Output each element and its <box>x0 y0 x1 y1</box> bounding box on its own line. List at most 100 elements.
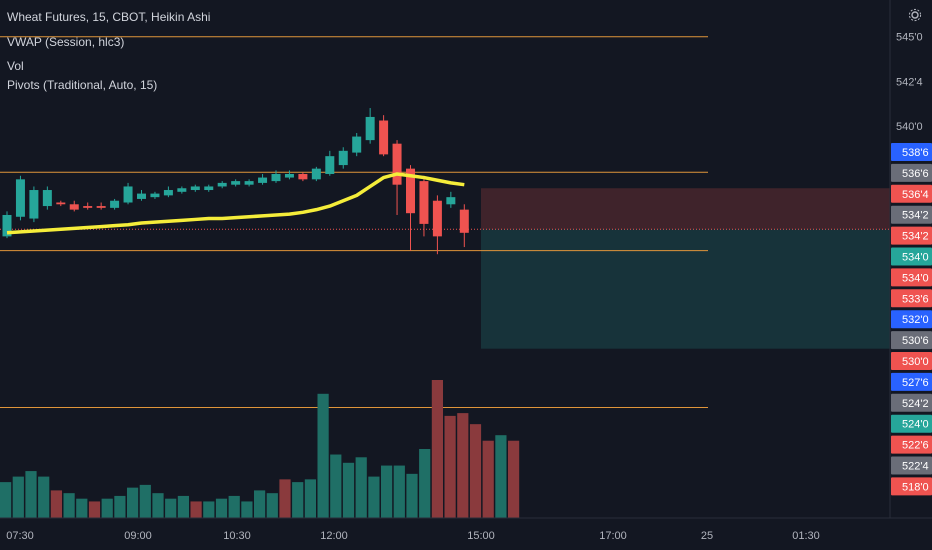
price-label-badge <box>891 352 932 370</box>
candle-body <box>96 206 106 208</box>
price-label-text: 536'6 <box>902 168 929 180</box>
vwap-legend[interactable]: VWAP (Session, hlc3) <box>7 35 125 49</box>
volume-bar <box>241 501 253 518</box>
candle-body <box>42 190 52 207</box>
price-label-badge <box>891 184 932 203</box>
candle-body <box>15 179 25 217</box>
price-label-text: 536'4 <box>902 189 929 201</box>
candle-body <box>56 202 66 205</box>
candle-body <box>69 204 79 210</box>
volume-bar <box>342 462 355 518</box>
time-tick-label: 10:30 <box>223 530 251 542</box>
price-label-badge <box>891 393 932 412</box>
price-label-badge <box>891 143 932 161</box>
price-label-badge <box>891 435 932 454</box>
profit-target-zone <box>481 229 890 349</box>
price-label-text: 533'6 <box>902 293 929 305</box>
price-label-text: 527'6 <box>902 377 929 389</box>
volume-bar <box>368 476 380 518</box>
price-label-badge <box>891 289 932 308</box>
price-label-badge <box>891 163 932 182</box>
price-label-text: 534'0 <box>902 252 929 264</box>
volume-bar <box>50 490 62 518</box>
candle-body <box>459 209 469 233</box>
time-tick-label: 09:00 <box>124 530 152 542</box>
candle-body <box>352 136 362 153</box>
price-label-text: 522'4 <box>902 461 929 473</box>
candle-body <box>217 182 227 187</box>
price-label-badge <box>891 414 932 433</box>
volume-bar <box>63 493 75 518</box>
candle-body <box>311 168 321 180</box>
candle-body <box>231 181 241 185</box>
volume-bar <box>0 482 12 518</box>
price-label-badge <box>891 372 932 391</box>
price-label-text: 518'0 <box>902 481 929 493</box>
volume-bar <box>88 501 101 518</box>
settings-gear-icon[interactable] <box>904 4 926 26</box>
stop-loss-zone <box>481 188 890 230</box>
candle-body <box>271 173 281 182</box>
price-label-badge <box>891 456 932 475</box>
volume-bar <box>203 501 215 518</box>
candle-body <box>190 186 200 191</box>
volume-bar <box>114 495 126 518</box>
price-label-text: 524'0 <box>902 419 929 431</box>
candle-body <box>29 190 39 219</box>
candle-body <box>406 168 415 214</box>
volume-legend[interactable]: Vol <box>7 59 24 73</box>
time-tick-label: 15:00 <box>467 530 495 542</box>
volume-bar <box>25 471 37 518</box>
volume-bar <box>228 495 240 518</box>
volume-bar <box>139 484 151 518</box>
candle-body <box>392 143 402 185</box>
candle-body <box>284 173 294 178</box>
candle-body <box>163 190 173 196</box>
price-label-text: 538'6 <box>902 147 929 159</box>
volume-bar <box>393 465 405 518</box>
time-tick-label: 01:30 <box>792 530 820 542</box>
price-label-badge <box>891 226 932 245</box>
volume-bar <box>12 476 24 518</box>
volume-bar <box>266 493 278 518</box>
price-tick-label: 540'0 <box>896 121 923 133</box>
price-label-badge <box>891 268 932 287</box>
volume-bar <box>177 495 189 518</box>
price-tick-label: 542'4 <box>896 76 923 88</box>
candle-body <box>432 200 442 237</box>
volume-bar <box>215 498 228 518</box>
volume-bar <box>190 501 202 518</box>
volume-bar <box>304 479 316 518</box>
candle-body <box>298 173 308 180</box>
time-scale <box>0 518 932 550</box>
volume-bar <box>457 413 469 518</box>
volume-bar <box>127 487 139 518</box>
candle-body <box>204 186 214 191</box>
volume-bar <box>469 424 482 518</box>
price-label-text: 524'2 <box>902 398 929 410</box>
candle-body <box>419 181 429 224</box>
volume-bar <box>38 476 50 518</box>
volume-bar <box>508 440 520 518</box>
volume-bar <box>355 457 367 518</box>
volume-bar <box>101 498 113 518</box>
candle-body <box>110 200 120 208</box>
candle-body <box>338 150 348 166</box>
price-label-text: 522'6 <box>902 440 929 452</box>
vwap-line <box>6 172 465 235</box>
candle-body <box>150 193 160 198</box>
candle-body <box>123 186 133 203</box>
candle-body <box>379 120 389 155</box>
volume-bar <box>482 440 494 518</box>
volume-bar <box>444 415 456 518</box>
candle-body <box>137 193 146 199</box>
volume-bar <box>254 490 266 518</box>
price-label-text: 530'0 <box>902 356 929 368</box>
candle-body <box>365 116 375 141</box>
candle-body <box>446 197 456 205</box>
price-label-text: 530'6 <box>902 335 929 347</box>
pivots-legend[interactable]: Pivots (Traditional, Auto, 15) <box>7 78 158 92</box>
price-label-badge <box>891 477 932 496</box>
price-tick-label: 545'0 <box>896 32 923 44</box>
